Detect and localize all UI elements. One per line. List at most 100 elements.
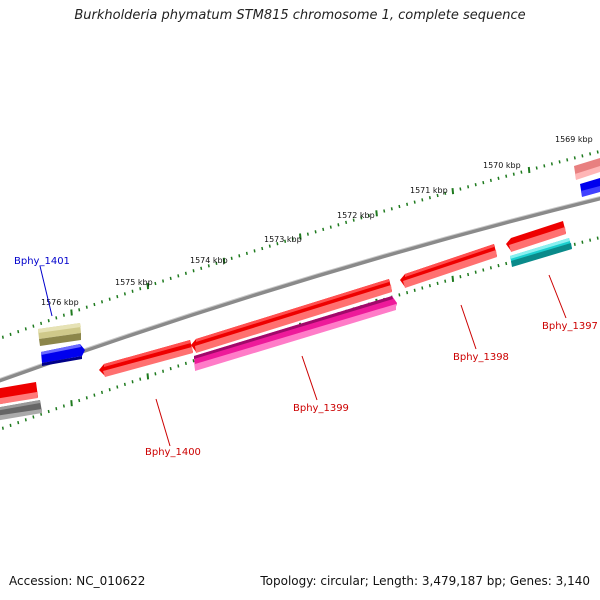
scale-minor-tick	[215, 261, 218, 265]
scale-minor-tick	[459, 187, 462, 191]
scale-minor-tick	[314, 230, 317, 234]
scale-minor-tick	[467, 185, 470, 189]
scale-minor-tick	[428, 196, 431, 200]
scale-minor-tick	[406, 290, 409, 295]
scale-minor-tick	[24, 327, 27, 331]
scale-minor-tick	[139, 377, 142, 381]
scale-label-1570: 1570 kbp	[483, 161, 521, 170]
gene-feature-red-left[interactable]	[0, 382, 38, 405]
gene-feature-red-right[interactable]	[506, 221, 566, 252]
gene-feature-blue-right[interactable]	[580, 178, 600, 197]
scale-minor-tick	[245, 251, 248, 256]
gene-label-bphy-1400[interactable]: Bphy_1400	[145, 447, 201, 458]
gene-feature-olive[interactable]	[38, 323, 81, 346]
scale-minor-tick	[398, 293, 401, 297]
scale-minor-tick	[413, 288, 416, 292]
scale-minor-tick	[268, 244, 271, 248]
scale-major-tick	[527, 166, 531, 174]
scale-minor-tick	[345, 220, 348, 225]
scale-minor-tick	[207, 264, 210, 268]
scale-minor-tick	[40, 412, 43, 416]
scale-minor-tick	[413, 200, 416, 204]
gene-label-bphy-1398[interactable]: Bphy_1398	[453, 352, 509, 363]
scale-minor-tick	[558, 160, 561, 164]
scale-major-tick	[375, 210, 378, 217]
scale-minor-tick	[200, 266, 203, 270]
scale-major-tick	[70, 309, 73, 316]
scale-minor-tick	[169, 276, 172, 281]
scale-label-1572: 1572 kbp	[337, 211, 375, 220]
scale-minor-tick	[55, 407, 58, 411]
scale-minor-tick	[154, 281, 157, 286]
scale-minor-tick	[162, 279, 165, 283]
scale-minor-tick	[589, 238, 592, 242]
scale-minor-tick	[367, 213, 370, 218]
scale-minor-tick	[291, 237, 294, 241]
scale-minor-tick	[428, 284, 431, 288]
leader-bphy-1400	[155, 398, 171, 447]
scale-minor-tick	[474, 183, 477, 187]
scale-minor-tick	[329, 225, 332, 229]
scale-minor-tick	[123, 382, 126, 387]
scale-minor-tick	[24, 418, 27, 422]
scale-minor-tick	[32, 415, 35, 419]
scale-major-tick	[451, 275, 455, 282]
scale-minor-tick	[108, 388, 111, 392]
scale-minor-tick	[474, 270, 477, 274]
outer-scale	[1, 150, 599, 339]
scale-minor-tick	[116, 294, 119, 299]
scale-minor-tick	[489, 178, 492, 183]
gene-feature-bphy-1398[interactable]	[400, 244, 497, 288]
scale-minor-tick	[192, 359, 195, 363]
scale-label-1573: 1573 kbp	[264, 235, 302, 244]
gene-feature-red-top[interactable]	[191, 279, 392, 353]
scale-minor-tick	[436, 193, 439, 198]
scale-minor-tick	[467, 272, 470, 277]
scale-minor-tick	[162, 369, 165, 373]
scale-minor-tick	[459, 275, 462, 279]
accession-label: Accession: NC_010622	[9, 574, 146, 588]
scale-minor-tick	[47, 409, 50, 414]
gene-feature-pink[interactable]	[574, 158, 600, 180]
scale-minor-tick	[1, 335, 4, 339]
gene-feature-blue[interactable]	[41, 344, 85, 366]
scale-minor-tick	[62, 404, 65, 408]
gene-feature-bphy-1399[interactable]	[194, 296, 397, 371]
scale-major-tick	[299, 233, 302, 240]
scale-minor-tick	[261, 246, 264, 251]
gene-feature-bphy-1397[interactable]	[510, 238, 572, 267]
scale-minor-tick	[139, 287, 142, 291]
scale-major-tick	[146, 283, 150, 290]
gene-label-bphy-1399[interactable]: Bphy_1399	[293, 403, 349, 414]
scale-minor-tick	[1, 426, 4, 430]
scale-major-tick	[70, 400, 73, 407]
gene-feature-bphy-1400[interactable]	[99, 340, 193, 377]
scale-minor-tick	[444, 191, 447, 195]
scale-minor-tick	[444, 279, 447, 283]
scale-minor-tick	[284, 239, 287, 243]
scale-minor-tick	[581, 240, 584, 244]
scale-minor-tick	[177, 364, 180, 368]
scale-minor-tick	[100, 300, 104, 304]
scale-minor-tick	[505, 174, 508, 178]
scale-minor-tick	[550, 162, 553, 166]
map-title: Burkholderia phymatum STM815 chromosome …	[74, 8, 526, 23]
scale-minor-tick	[17, 329, 20, 334]
gene-label-bphy-1397[interactable]: Bphy_1397	[542, 321, 598, 332]
scale-label-1576: 1576 kbp	[41, 298, 79, 307]
scale-minor-tick	[177, 274, 180, 278]
scale-minor-tick	[47, 319, 50, 323]
scale-minor-tick	[55, 316, 58, 320]
gene-label-bphy-1401[interactable]: Bphy_1401	[14, 256, 70, 267]
scale-minor-tick	[566, 158, 569, 162]
scale-label-1574: 1574 kbp	[190, 256, 228, 265]
gene-feature-gray-left[interactable]	[0, 400, 42, 421]
scale-minor-tick	[398, 204, 401, 209]
scale-minor-tick	[421, 198, 424, 202]
scale-minor-tick	[581, 154, 584, 158]
leader-bphy-1399	[301, 355, 318, 401]
scale-minor-tick	[596, 236, 599, 240]
scale-minor-tick	[93, 302, 96, 307]
scale-minor-tick	[352, 218, 355, 222]
